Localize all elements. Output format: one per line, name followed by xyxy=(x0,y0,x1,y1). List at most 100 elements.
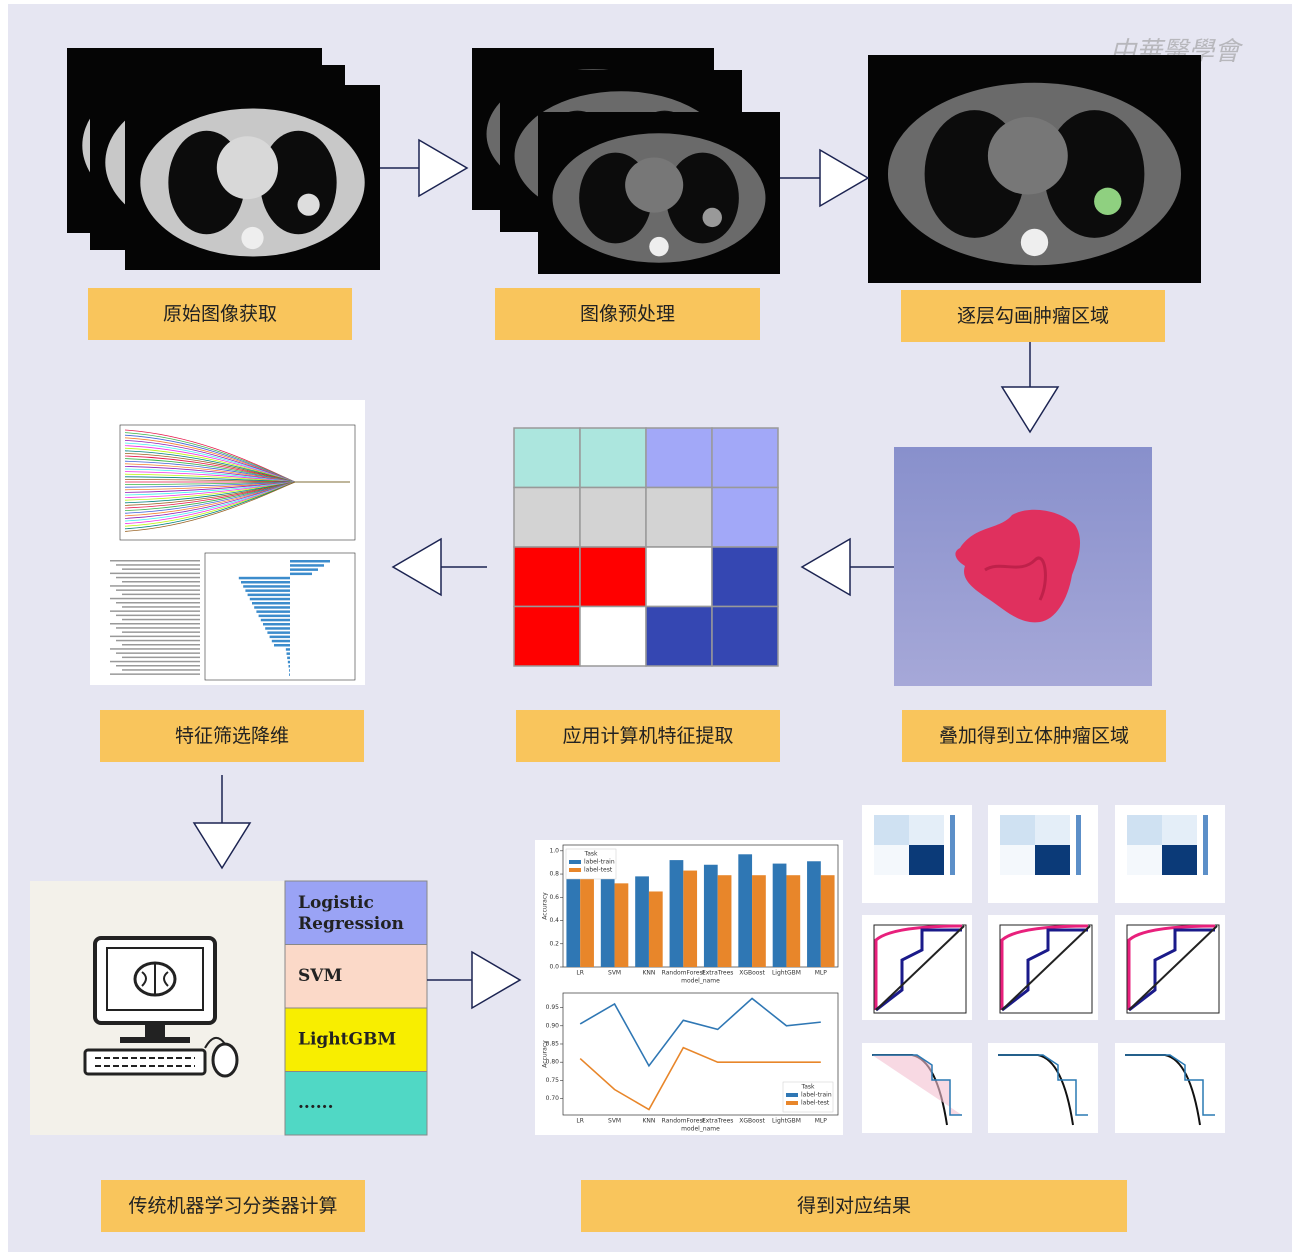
feature-name xyxy=(110,623,200,625)
feature-name xyxy=(110,572,200,575)
arrow-head xyxy=(391,537,442,597)
accuracy-line xyxy=(579,1046,821,1111)
survival-thumb xyxy=(1115,1043,1225,1133)
spine xyxy=(241,226,264,250)
feature-name xyxy=(116,652,200,654)
heat-cell xyxy=(579,486,647,548)
x-tick-label: LR xyxy=(576,1118,584,1125)
x-tick-label: KNN xyxy=(642,1118,655,1125)
x-tick-label: ExtraTrees xyxy=(702,1118,733,1125)
cm-cell xyxy=(1162,845,1197,875)
legend-title: Task xyxy=(584,851,598,858)
arrows xyxy=(192,138,1060,1010)
step-box xyxy=(100,710,364,762)
tumor-3d xyxy=(894,447,1152,686)
coef-bar xyxy=(256,610,290,613)
step-box xyxy=(902,710,1166,762)
heat-cell xyxy=(645,427,713,489)
roc-frame xyxy=(1126,924,1220,1014)
y-tick-label: 0.90 xyxy=(546,1022,560,1029)
arrow-head xyxy=(192,822,252,870)
feature-name xyxy=(122,669,200,671)
x-axis-label: model_name xyxy=(681,978,720,985)
bar xyxy=(600,864,615,967)
coef-bar xyxy=(290,560,330,563)
heat-cell xyxy=(513,605,581,667)
coef-bar xyxy=(243,585,290,588)
step-box xyxy=(581,1180,1127,1232)
y-axis-label: Accuracy xyxy=(542,1040,549,1068)
accuracy-charts: 0.00.20.40.60.81.0LR SVM KNN RandomForestEx… xyxy=(542,844,839,1133)
step-label: 传统机器学习分类器计算 xyxy=(128,1195,337,1217)
feature-name xyxy=(110,660,200,663)
heart xyxy=(987,117,1068,195)
feature-name xyxy=(110,610,200,612)
heart xyxy=(625,157,684,213)
x-tick-label: MLP xyxy=(815,970,828,977)
x-tick-label: XGBoost xyxy=(739,1118,765,1125)
bar xyxy=(786,875,801,967)
step-label: 叠加得到立体肿瘤区域 xyxy=(939,725,1129,747)
x-tick-label: RandomForest xyxy=(662,970,706,977)
legend-label: label-train xyxy=(801,1092,832,1099)
coef-bar xyxy=(274,644,290,647)
x-tick-label: RandomForest xyxy=(662,1118,706,1125)
feature-name xyxy=(122,656,200,659)
x-axis-label: model_name xyxy=(681,1126,720,1133)
feature-name xyxy=(110,560,200,562)
cm-cell xyxy=(1035,845,1070,875)
coef-bar xyxy=(287,656,290,660)
feature-name xyxy=(110,673,200,675)
feature-name xyxy=(110,648,200,650)
arrow-head xyxy=(471,950,522,1010)
y-tick-label: 0.70 xyxy=(546,1095,560,1102)
bar xyxy=(807,861,821,967)
bar xyxy=(648,891,663,967)
roc-curve xyxy=(1127,924,1216,1010)
feature-name xyxy=(116,602,200,604)
survival-thumb xyxy=(988,1043,1098,1133)
coef-bar xyxy=(249,597,290,601)
roc-thumb xyxy=(988,915,1098,1020)
cm-cell xyxy=(874,815,909,845)
step-label: 得到对应结果 xyxy=(797,1195,911,1217)
y-tick-label: 0.8 xyxy=(549,871,559,878)
classifier-name: LightGBM xyxy=(298,1030,396,1050)
step-box xyxy=(88,288,352,340)
y-tick-label: 0.2 xyxy=(549,940,559,947)
y-tick-label: 1.0 xyxy=(549,847,559,854)
cm-cell xyxy=(909,815,944,845)
coef-bar xyxy=(238,576,290,580)
heat-cell xyxy=(711,546,779,608)
arrow-head xyxy=(1000,386,1060,434)
bar xyxy=(738,854,753,967)
x-tick-label: SVM xyxy=(608,970,621,977)
y-tick-label: 0.0 xyxy=(549,964,559,971)
spine xyxy=(649,236,669,257)
heart xyxy=(216,136,278,200)
roc-diagonal xyxy=(1128,925,1218,1011)
tumor xyxy=(1094,187,1122,216)
cm-cell xyxy=(909,845,944,875)
coef-bar xyxy=(269,635,290,639)
feature-name xyxy=(116,627,200,629)
heat-cell xyxy=(645,605,713,667)
legend-label: label-train xyxy=(584,859,615,866)
roc-diagonal xyxy=(875,925,965,1011)
step-label: 特征筛选降维 xyxy=(175,725,289,747)
heat-cell xyxy=(513,427,581,489)
x-tick-label: ExtraTrees xyxy=(702,970,733,977)
coef-bar xyxy=(287,660,290,664)
step-box xyxy=(516,710,780,762)
step-label: 原始图像获取 xyxy=(163,303,277,325)
survival-curve xyxy=(872,1054,962,1116)
feature-name xyxy=(122,568,200,570)
feature-name xyxy=(110,597,200,600)
legend-label: label-test xyxy=(584,867,613,874)
arrow-head xyxy=(418,138,469,198)
survival-curve xyxy=(1125,1054,1215,1116)
coef-bar xyxy=(286,652,290,655)
cm-cell xyxy=(1127,845,1162,875)
feature-name xyxy=(116,564,200,566)
